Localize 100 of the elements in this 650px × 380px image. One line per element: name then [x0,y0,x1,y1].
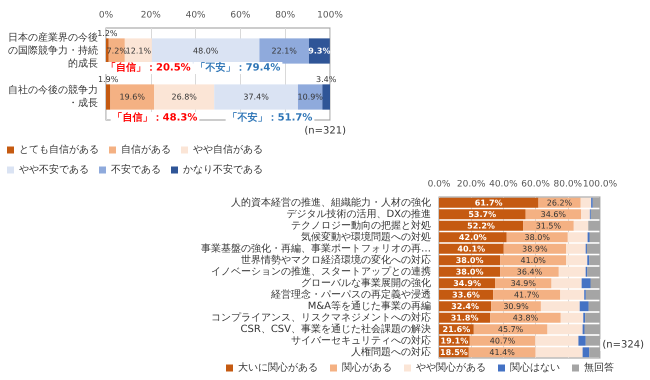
bar [580,301,589,312]
bar [154,84,214,110]
x-tick-label: 20% [140,10,162,20]
legend-label: 無回答 [584,362,614,374]
text: (n=321) [304,126,346,136]
data-label: 37.4% [243,92,270,102]
data-label: 1.9% [98,74,119,84]
legend-label: やや自信がある [193,144,263,156]
data-label: 26.2% [546,198,573,208]
y-tick-label: グローバルな事業展開の強化 [301,276,431,289]
y-tick-label: コンプライアンス、リスクマネジメントへの対応 [211,311,431,324]
legend-label: かなり不安である [183,164,263,176]
bar [322,84,330,110]
legend-label: 大いに関心がある [238,362,318,374]
data-label: 10.9% [297,92,324,102]
data-label: 40.7% [490,336,516,346]
x-tick-label: 100.0% [582,180,618,190]
y-tick-label: 世界情勢やマクロ経済環境の変化への対応 [241,254,431,266]
data-label: 1.2% [97,28,118,38]
data-label: 43.8% [512,313,539,322]
data-label: 34.9% [510,278,536,288]
data-label: 34.9% [453,278,481,288]
data-label: 30.9% [503,302,530,311]
data-label: 31.5% [536,221,562,230]
bar [581,209,590,220]
bar [259,38,309,64]
data-label: 38.9% [522,244,548,254]
bar [566,255,588,266]
data-label: 45.7% [498,324,524,334]
annotation: 「不安」：79.4% [196,62,280,74]
legend-label: 関心はない [510,362,560,374]
bar [551,278,582,288]
annotation: 「自信」：20.5% [106,62,191,74]
data-label: 19.6% [119,92,146,102]
data-label: 42.0% [458,232,487,242]
data-label: 19.1% [440,336,468,346]
bar [566,244,586,254]
bar [110,84,154,110]
text: (n=324) [602,340,644,350]
x-tick-label: 0% [98,10,114,20]
data-label: 26.8% [171,92,198,102]
legend-label: やや不安である [19,164,89,176]
data-label: 31.8% [450,313,478,322]
y-tick-label: 人権問題への対応 [351,346,431,358]
data-label: 38.0% [456,256,484,265]
data-label: 12.1% [126,46,152,56]
bar [540,301,580,312]
data-label: 18.5% [440,348,468,357]
x-tick-label: 80.0% [554,180,583,190]
x-tick-label: 40.0% [489,180,518,190]
y-tick-label: サイバーセキュリティへの対応 [291,334,431,346]
data-label: 41.4% [489,348,516,357]
data-label: 33.6% [452,290,480,300]
y-tick-label: 経営理念・パーパスの再定義や浸透 [270,288,431,300]
x-tick-label: 80% [275,10,296,20]
data-label: 40.1% [457,244,486,254]
bar [578,336,586,346]
bar [568,232,588,242]
y-tick-label: デジタル技術の活用、DXの推進 [286,208,431,220]
bar [560,290,584,300]
bar [214,84,298,110]
data-label: 38.0% [524,232,550,242]
bar [535,336,578,346]
x-tick-label: 0.0% [428,180,451,190]
data-label: 21.6% [442,324,470,334]
data-label: 22.1% [271,46,298,56]
y-tick-label: M&A等を通じた事業の再編 [308,300,431,312]
legend-label: とても自信がある [19,144,99,156]
data-label: 41.0% [520,256,546,265]
data-label: 38.0% [456,267,484,276]
x-tick-label: 100% [317,10,344,20]
bar [558,266,586,277]
legend-label: 自信がある [121,144,171,156]
y-tick-label: 自社の今後の競争力・成長 [8,84,98,109]
data-label: 52.2% [467,221,495,230]
y-tick-label: 気候変動や環境問題への対処 [301,230,431,243]
y-tick-label: CSR、CSV、事業を通じた社会課題の解決 [240,322,431,335]
x-tick-label: 40% [186,10,206,20]
data-label: 32.4% [451,302,479,311]
x-tick-label: 60.0% [521,180,550,190]
data-label: 53.7% [468,210,496,219]
y-tick-label: 人的資本経営の推進、組織能力・人材の強化 [231,196,431,208]
data-label: 41.7% [514,290,540,300]
data-label: 34.6% [540,210,566,219]
data-label: 36.4% [516,267,543,276]
bar [535,347,583,358]
legend-label: 関心がある [342,362,392,374]
bar [574,220,588,231]
y-tick-label: イノベーションの推進、スタートアップとの連携 [211,265,431,278]
bar [580,198,592,208]
bar [582,278,590,288]
x-tick-label: 20.0% [456,180,486,190]
y-tick-label: 日本の産業界の今後の国際競争力・持続的成長 [8,32,98,70]
y-tick-label: 事業基盤の強化・再編、事業ポートフォリオの再… [201,242,431,254]
data-label: 48.0% [192,46,219,56]
bar [106,84,110,110]
annotation: 「自信」：48.3% [112,112,198,124]
x-tick-label: 60% [230,10,251,20]
legend-label: 不安である [111,164,161,176]
annotation: 「不安」：51.7% [228,112,312,124]
